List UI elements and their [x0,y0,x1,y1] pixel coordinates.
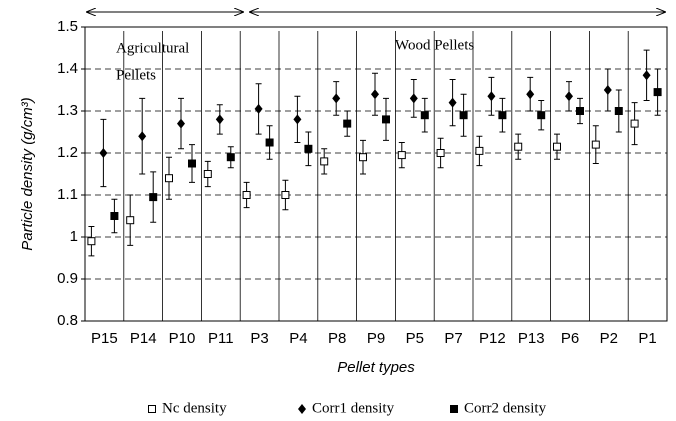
x-tick-label: P15 [91,330,118,347]
point [371,89,379,100]
plot-frame [84,26,668,322]
point [203,170,212,178]
x-tick-label: P5 [406,330,424,347]
x-tick-label: P7 [444,330,462,347]
y-axis-label: Particle density (g/cm³) [19,97,36,250]
point [138,131,147,142]
point [565,91,573,102]
point [642,70,651,81]
point [254,103,263,114]
point [359,153,367,162]
y-tick-label: 0.9 [57,270,78,287]
point [332,93,341,104]
point [630,119,639,128]
y-tick-label: 1.5 [57,18,78,35]
legend-label: Corr1 density [312,400,395,416]
point [298,404,306,414]
x-tick-label: P10 [169,330,196,347]
point [450,405,458,413]
point [126,216,135,225]
point [382,115,390,124]
point [553,142,561,151]
x-tick-label: P4 [289,330,307,347]
point [149,193,158,202]
point [448,97,457,108]
point [188,159,196,168]
point [281,191,290,199]
legend-label: Corr2 density [464,400,547,416]
annotation: Wood Pellets [395,37,474,53]
annotation: Agricultural [116,40,189,56]
y-tick-label: 1.2 [57,144,78,161]
point [420,111,429,120]
point [498,111,507,120]
x-tick-label: P3 [250,330,268,347]
point [459,111,468,120]
point [215,114,224,125]
x-tick-label: P1 [638,330,656,347]
point [514,142,523,151]
point [265,138,274,147]
point [591,140,600,149]
point [304,144,313,153]
point [614,107,623,115]
y-tick-label: 1 [70,228,78,245]
y-tick-label: 1.4 [57,60,78,77]
point [487,91,496,102]
point [293,114,302,125]
point [475,146,484,155]
x-tick-label: P14 [130,330,157,347]
x-tick-label: P11 [208,330,234,347]
point [653,88,662,97]
x-tick-label: P2 [600,330,618,347]
x-tick-label: P13 [518,330,545,347]
x-tick-label: P8 [328,330,346,347]
y-tick-label: 0.8 [57,312,78,329]
y-tick-label: 1.1 [57,186,78,203]
point [110,212,119,220]
point [409,93,418,104]
point [320,157,329,166]
annotation: Pellets [116,67,156,83]
point [242,191,251,199]
x-tick-label: P6 [561,330,579,347]
x-tick-label: P9 [367,330,385,347]
point [226,153,235,162]
point [165,174,173,183]
point [526,89,535,100]
legend-label: Nc density [162,400,227,416]
point [576,107,584,115]
point [603,85,612,95]
point [436,149,445,157]
point [148,405,156,413]
x-tick-label: P12 [479,330,506,347]
point [87,237,96,246]
point [397,151,406,160]
x-axis-label: Pellet types [337,359,415,376]
point [343,119,352,128]
point [177,118,185,129]
point [99,148,108,158]
y-tick-label: 1.3 [57,102,78,119]
point [537,111,546,120]
